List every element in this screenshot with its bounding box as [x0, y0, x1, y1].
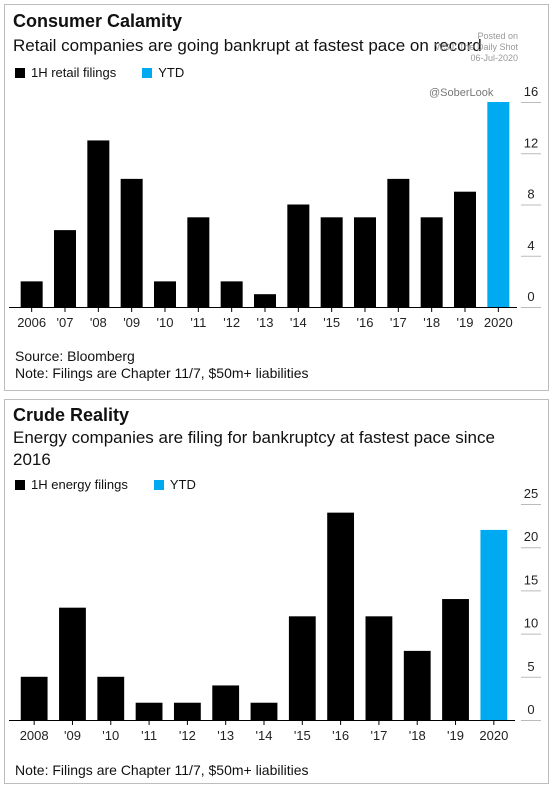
y-tick-label: 25 [524, 486, 538, 501]
legend-swatch-ytd [153, 479, 164, 490]
bar-filings [120, 178, 143, 307]
x-tick-label: '07 [57, 315, 74, 330]
bar-filings [220, 281, 243, 307]
bar-filings [187, 217, 210, 307]
x-tick-label: 2020 [479, 728, 508, 743]
chart-subtitle: Energy companies are filing for bankrupt… [13, 428, 495, 469]
retail-chart-panel: Consumer Calamity Retail companies are g… [4, 4, 549, 391]
bar-filings [365, 616, 393, 720]
bar-filings [320, 217, 343, 307]
bar-filings [20, 281, 43, 307]
x-tick-label: '17 [390, 315, 407, 330]
legend-swatch-ytd [142, 67, 153, 78]
chart-note: Note: Filings are Chapter 11/7, $50m+ li… [15, 762, 309, 778]
bar-filings [54, 230, 76, 307]
x-tick-label: '13 [217, 728, 234, 743]
legend-label-filings: 1H retail filings [31, 65, 117, 80]
bar-filings [250, 702, 278, 720]
bar-filings [59, 607, 86, 720]
x-tick-label: '17 [370, 728, 387, 743]
watermark-line2: WSJ: The Daily Shot [435, 42, 518, 52]
x-tick-label: '16 [357, 315, 374, 330]
legend-label-ytd: YTD [169, 477, 196, 492]
bar-filings [288, 616, 316, 720]
x-tick-label: '12 [179, 728, 196, 743]
x-tick-label: '19 [457, 315, 474, 330]
x-tick-label: '10 [157, 315, 174, 330]
x-tick-label: 2008 [20, 728, 49, 743]
chart-title: Crude Reality [13, 405, 130, 425]
chart-note: Note: Filings are Chapter 11/7, $50m+ li… [15, 365, 309, 381]
y-tick-label: 10 [524, 616, 538, 631]
watermark-line3: 06-Jul-2020 [470, 53, 518, 63]
x-tick-label: '15 [323, 315, 340, 330]
x-tick-label: '13 [257, 315, 274, 330]
y-tick-label: 4 [527, 238, 534, 253]
y-tick-label: 15 [524, 572, 538, 587]
bar-filings [20, 676, 48, 720]
chart-legend: 1H energy filings YTD [15, 477, 196, 492]
bar-filings [287, 204, 310, 307]
y-tick-label: 16 [524, 84, 538, 99]
bar-filings [212, 685, 240, 720]
bar-filings [354, 217, 376, 307]
chart-subtitle: Retail companies are going bankrupt at f… [13, 36, 482, 55]
x-tick-label: '12 [223, 315, 240, 330]
bar-filings [154, 281, 176, 307]
chart-source: Source: Bloomberg [15, 348, 135, 364]
bar-filings [387, 178, 410, 307]
x-tick-label: '18 [423, 315, 440, 330]
y-tick-label: 12 [524, 135, 538, 150]
x-tick-label: '15 [294, 728, 311, 743]
bar-filings [327, 512, 355, 720]
watermark: Posted on WSJ: The Daily Shot 06-Jul-202… [435, 31, 518, 64]
y-tick-label: 0 [527, 289, 534, 304]
energy-bar-chart: 2008'09'10'11'12'13'14'15'16'17'18'19 202… [9, 486, 541, 743]
x-tick-label: '11 [190, 315, 206, 330]
x-tick-label: '18 [409, 728, 426, 743]
y-tick-label: 5 [527, 659, 534, 674]
y-tick-label: 20 [524, 529, 538, 544]
x-tick-label: '14 [290, 315, 307, 330]
bar-ytd [487, 102, 510, 307]
x-tick-label: '08 [90, 315, 107, 330]
legend-label-filings: 1H energy filings [31, 477, 128, 492]
bar-filings [87, 140, 110, 307]
watermark-handle: @SoberLook [429, 87, 494, 99]
bar-filings [97, 676, 125, 720]
bar-filings [135, 702, 163, 720]
legend-swatch-filings [15, 67, 25, 78]
y-tick-label: 0 [527, 702, 534, 717]
bar-ytd [480, 529, 508, 720]
x-tick-label: '19 [447, 728, 464, 743]
x-tick-label: 2020 [484, 315, 513, 330]
chart-legend: 1H retail filings YTD [15, 65, 184, 80]
x-tick-label: '11 [141, 728, 157, 743]
energy-chart-panel: Crude Reality Energy companies are filin… [4, 399, 549, 784]
legend-label-ytd: YTD [158, 65, 185, 80]
x-tick-label: '09 [123, 315, 140, 330]
bar-filings [420, 217, 443, 307]
retail-bar-chart: 2006 '07 '08 '09 '10 '11 '12 '13 '14 '15 '16 '17 '18… [9, 84, 541, 330]
y-tick-label: 8 [527, 187, 534, 202]
legend-swatch-filings [15, 479, 25, 490]
watermark-line1: Posted on [477, 31, 518, 41]
bar-filings [173, 702, 201, 720]
bar-filings [254, 294, 276, 307]
chart-title: Consumer Calamity [13, 11, 183, 31]
bar-filings [442, 599, 469, 720]
x-tick-label: '10 [102, 728, 119, 743]
bar-filings [403, 650, 431, 720]
x-tick-label: 2006 [17, 315, 46, 330]
x-tick-label: '14 [256, 728, 273, 743]
x-tick-label: '09 [64, 728, 81, 743]
x-tick-label: '16 [332, 728, 349, 743]
bar-filings [454, 191, 476, 307]
